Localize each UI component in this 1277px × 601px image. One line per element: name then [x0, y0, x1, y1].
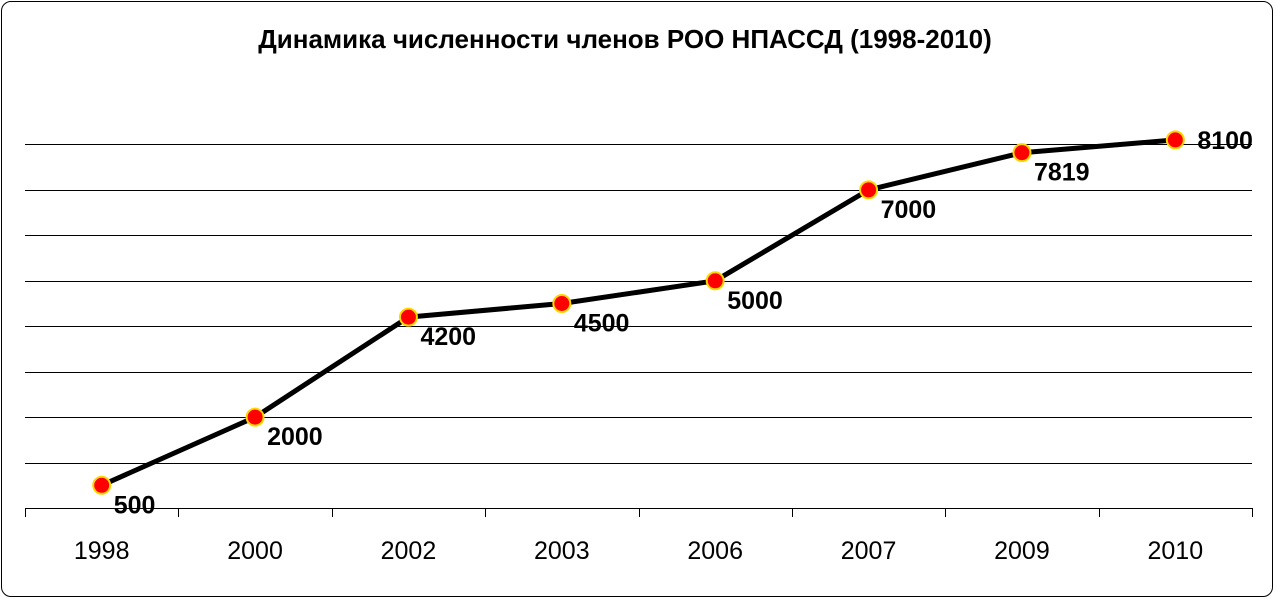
data-point-marker — [398, 307, 418, 327]
x-tick-label: 2000 — [227, 537, 283, 565]
data-point-marker — [92, 475, 112, 495]
data-point-marker — [1165, 130, 1185, 150]
data-labels: 500 2000 4200 4500 5000 7000 7819 8100 — [114, 127, 1253, 519]
x-tick-label: 2009 — [994, 537, 1050, 565]
series-polyline — [99, 137, 1178, 488]
x-tick-label: 2006 — [687, 537, 743, 565]
gridlines — [25, 144, 1252, 464]
data-label: 8100 — [1197, 127, 1253, 155]
x-tick-label: 1998 — [74, 537, 130, 565]
data-label: 500 — [114, 491, 156, 519]
data-markers — [92, 130, 1185, 495]
data-label: 5000 — [727, 287, 783, 315]
data-point-marker — [245, 407, 265, 427]
x-tick-label: 2010 — [1148, 537, 1204, 565]
data-point-marker — [1012, 143, 1032, 163]
x-tick-label: 2002 — [381, 537, 437, 565]
data-point-marker — [552, 294, 572, 313]
chart-title: Динамика численности членов РОО НПАССД (… — [258, 24, 992, 54]
data-point-marker — [705, 271, 725, 291]
series-line — [99, 137, 1178, 488]
x-axis — [25, 508, 1253, 517]
data-label: 7819 — [1034, 159, 1090, 187]
x-tick-label: 2003 — [534, 537, 590, 565]
x-tick-label: 2007 — [841, 537, 897, 565]
data-label: 2000 — [267, 423, 323, 451]
x-tick-labels: 1998 2000 2002 2003 2006 2007 2009 2010 — [74, 537, 1203, 565]
data-point-marker — [859, 180, 879, 200]
data-label: 4500 — [574, 310, 630, 338]
data-label: 7000 — [881, 196, 937, 224]
data-label: 4200 — [420, 323, 476, 351]
